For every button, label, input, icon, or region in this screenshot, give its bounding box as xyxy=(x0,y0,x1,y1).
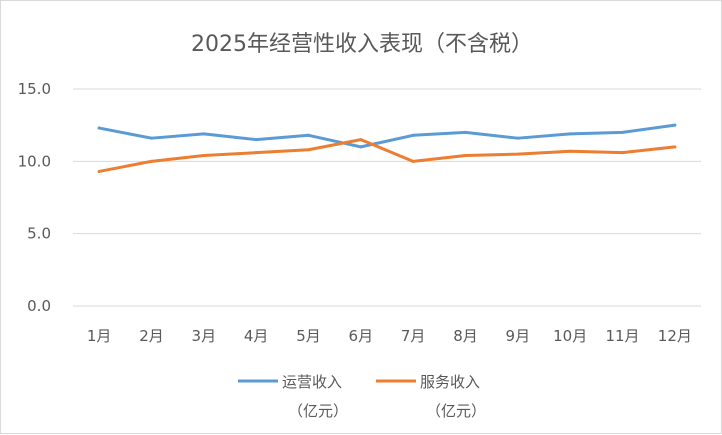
legend-label: 运营收入 xyxy=(282,373,342,391)
y-tick-label: 15.0 xyxy=(18,80,51,98)
data-point xyxy=(97,126,101,130)
x-tick-label: 9月 xyxy=(506,327,531,345)
series-line-1 xyxy=(97,123,677,149)
y-tick-label: 5.0 xyxy=(27,225,51,243)
data-point xyxy=(621,130,624,134)
data-point xyxy=(202,132,206,136)
x-tick-label: 10月 xyxy=(553,327,587,345)
data-point xyxy=(307,133,310,137)
series-line-2 xyxy=(97,138,677,173)
chart-title: 2025年经营性收入表现（不含税） xyxy=(191,32,533,57)
data-point xyxy=(254,138,258,142)
x-tick-label: 2月 xyxy=(139,327,164,345)
data-point xyxy=(621,151,624,155)
data-point xyxy=(307,148,310,152)
data-point xyxy=(254,151,258,155)
data-point xyxy=(516,152,520,156)
x-tick-label: 5月 xyxy=(296,327,321,345)
data-point xyxy=(411,159,415,163)
data-point xyxy=(150,136,153,140)
legend-label-unit: （亿元） xyxy=(288,402,348,420)
data-point xyxy=(568,132,572,136)
y-tick-label: 0.0 xyxy=(27,297,51,315)
x-tick-label: 1月 xyxy=(87,327,112,345)
x-tick-label: 12月 xyxy=(658,327,692,345)
data-point xyxy=(673,145,677,149)
data-point xyxy=(411,133,415,137)
x-tick-label: 3月 xyxy=(192,327,217,345)
data-point xyxy=(150,159,153,163)
legend-label: 服务收入 xyxy=(420,373,480,391)
x-tick-label: 8月 xyxy=(453,327,478,345)
data-point xyxy=(516,136,520,140)
x-tick-label: 6月 xyxy=(349,327,374,345)
data-point xyxy=(673,123,677,127)
data-point xyxy=(568,149,572,153)
x-tick-label: 11月 xyxy=(605,327,639,345)
x-tick-label: 4月 xyxy=(244,327,269,345)
data-point xyxy=(464,130,467,134)
data-point xyxy=(464,154,467,158)
data-point xyxy=(202,154,206,158)
data-point xyxy=(359,138,363,142)
y-tick-label: 10.0 xyxy=(18,152,51,170)
legend-label-unit: （亿元） xyxy=(426,402,486,420)
x-tick-label: 7月 xyxy=(401,327,426,345)
data-point xyxy=(97,169,101,173)
data-point xyxy=(359,145,363,149)
